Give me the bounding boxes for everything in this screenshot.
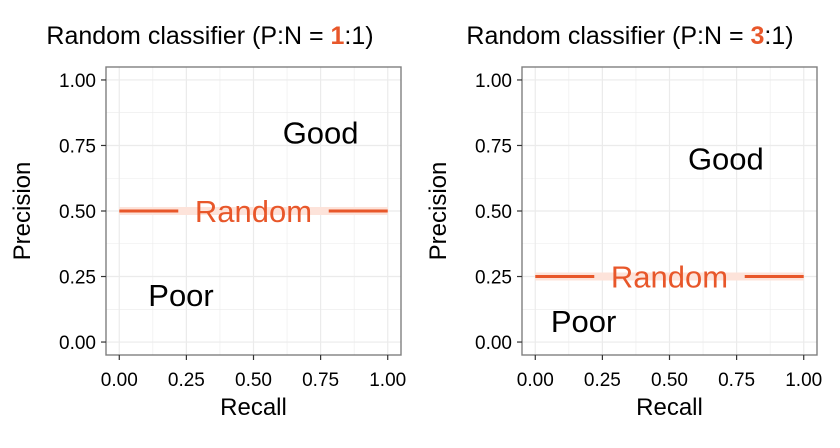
y-tick-label: 0.25 <box>475 268 512 289</box>
y-tick-label: 0.00 <box>475 333 512 354</box>
y-tick-label: 0.75 <box>59 136 96 157</box>
random-label: Random <box>195 194 312 229</box>
poor-label: Poor <box>551 304 616 339</box>
precision-recall-plot: 0.00 0.25 0.50 0.75 1.00 0.00 0.25 0.50 0.75 1.00… <box>425 66 822 421</box>
y-axis-label: Precision <box>425 162 452 261</box>
chart-title: Random classifier (P:N = 3:1) <box>420 22 840 51</box>
y-tick-label: 1.00 <box>59 71 96 92</box>
precision-recall-plot: 0.00 0.25 0.50 0.75 1.00 0.00 0.25 0.50 0.75 1.00… <box>9 66 406 421</box>
y-tick-label: 0.25 <box>59 268 96 289</box>
x-tick-label: 0.50 <box>235 370 272 391</box>
chart-panel-right: Random classifier (P:N = 3:1) 0.00 0.25 0.… <box>420 0 840 448</box>
chart-title-suffix: :1) <box>344 22 374 50</box>
chart-title-prefix: Random classifier (P:N = <box>466 22 751 50</box>
good-label: Good <box>283 115 359 150</box>
x-tick-label: 0.00 <box>101 370 138 391</box>
chart-title: Random classifier (P:N = 1:1) <box>0 22 420 51</box>
x-tick-label: 0.50 <box>651 370 688 391</box>
good-label: Good <box>688 142 764 177</box>
x-tick-label: 0.25 <box>168 370 205 391</box>
y-tick-label: 0.75 <box>475 136 512 157</box>
chart-title-suffix: :1) <box>764 22 794 50</box>
poor-label: Poor <box>148 278 213 313</box>
x-tick-label: 1.00 <box>369 370 406 391</box>
y-tick-label: 0.00 <box>59 333 96 354</box>
x-tick-label: 0.75 <box>302 370 339 391</box>
chart-title-ratio: 3 <box>750 22 765 50</box>
chart-panel-left: Random classifier (P:N = 1:1) 0.00 0.25 0.… <box>0 22 420 421</box>
random-label: Random <box>611 260 728 295</box>
y-tick-label: 0.50 <box>475 202 512 223</box>
x-axis-label: Recall <box>220 394 287 421</box>
x-tick-label: 1.00 <box>785 370 822 391</box>
y-axis-label: Precision <box>9 162 36 261</box>
x-axis-label: Recall <box>636 394 703 421</box>
y-tick-label: 0.50 <box>59 202 96 223</box>
x-tick-label: 0.75 <box>718 370 755 391</box>
x-tick-label: 0.25 <box>584 370 621 391</box>
chart-title-prefix: Random classifier (P:N = <box>46 22 331 50</box>
chart-title-ratio: 1 <box>330 22 345 50</box>
x-tick-label: 0.00 <box>517 370 554 391</box>
y-tick-label: 1.00 <box>475 71 512 92</box>
